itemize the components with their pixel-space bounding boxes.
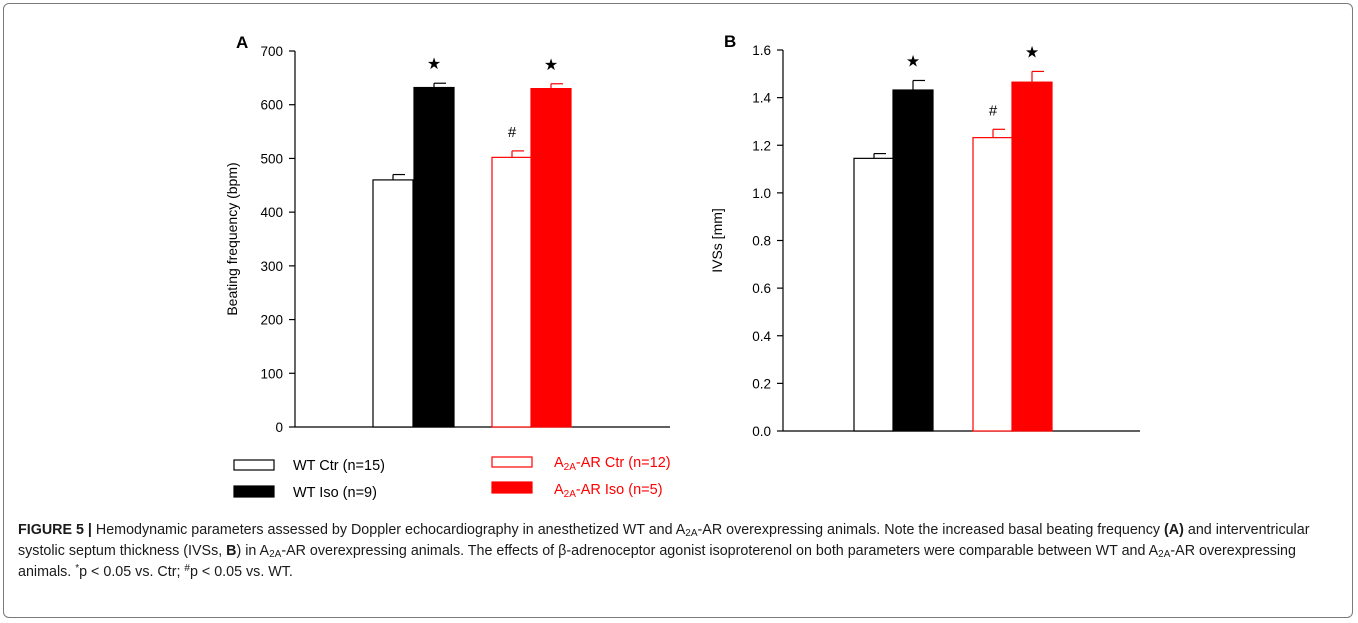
caption-sub-1: 2A	[685, 528, 698, 539]
y-tick-label: 300	[260, 259, 283, 274]
caption-bold-1: (A)	[1164, 522, 1184, 538]
legend-label-a2a-ctr: A2A-AR Ctr (n=12)	[554, 455, 671, 473]
panel-b: B 0.0 0.2 0.4 0.6 0.8 1.0 1.2 1.4 1.6 IVSs [mm] ★ # ★	[709, 32, 1140, 439]
significance-marker: #	[508, 124, 517, 141]
y-axis-label: IVSs [mm]	[709, 208, 725, 273]
caption-text-3: and interventricular systolic septum thi…	[18, 522, 1310, 559]
y-tick-label: 1.2	[752, 138, 771, 153]
bar	[491, 156, 533, 428]
y-tick-label: 0.8	[752, 234, 771, 249]
significance-marker: ★	[906, 53, 920, 70]
caption-text-2: -AR overexpressing animals. Note the inc…	[697, 522, 1165, 538]
y-tick-label: 1.4	[752, 91, 771, 106]
legend-label-wt-iso: WT Iso (n=9)	[293, 485, 377, 501]
y-tick-label: 700	[260, 44, 283, 59]
y-axis-label: Beating frequency (bpm)	[224, 162, 240, 315]
panel-label: B	[724, 32, 736, 51]
significance-marker: ★	[1025, 44, 1039, 61]
caption-text-5: -AR overexpressing animals. The effects …	[281, 543, 1159, 559]
y-tick-label: 400	[260, 205, 283, 220]
legend-label-wt-ctr: WT Ctr (n=15)	[293, 458, 385, 474]
y-tick-label: 0.6	[752, 281, 771, 296]
y-tick-label: 0.4	[752, 329, 771, 344]
y-tick-label: 100	[260, 366, 283, 381]
caption-sub-2: 2A	[269, 549, 282, 560]
bar	[372, 179, 414, 428]
y-tick-label: 1.6	[752, 43, 771, 58]
bar	[892, 89, 934, 432]
caption-text-4: ) in A	[236, 543, 270, 559]
bar	[530, 87, 572, 428]
y-tick-label: 0.2	[752, 376, 771, 391]
y-tick-label: 0.0	[752, 424, 771, 439]
bar	[972, 137, 1014, 432]
significance-marker: ★	[544, 57, 558, 74]
caption-label: FIGURE 5 |	[18, 522, 92, 538]
caption-bold-2: B	[226, 543, 237, 559]
bar	[413, 86, 455, 428]
legend-swatch-a2a-ctr	[491, 456, 533, 468]
legend-swatch-a2a-iso	[491, 481, 533, 494]
caption-sup-2: #	[184, 563, 190, 574]
figure-caption: FIGURE 5 | Hemodynamic parameters assess…	[18, 520, 1343, 583]
legend-swatch-wt-iso	[233, 485, 275, 498]
y-tick-label: 600	[260, 98, 283, 113]
legend: WT Ctr (n=15) WT Iso (n=9) A2A-AR Ctr (n…	[233, 455, 671, 501]
y-tick-label: 200	[260, 313, 283, 328]
panel-label: A	[236, 33, 248, 52]
figure-frame	[3, 3, 1353, 618]
caption-text-7: p < 0.05 vs. Ctr;	[79, 564, 185, 580]
legend-swatch-wt-ctr	[233, 459, 275, 471]
y-tick-label: 500	[260, 151, 283, 166]
bar	[853, 157, 895, 432]
panel-a: A 0 100 200 300 400 500 600 700 Beating frequency…	[224, 33, 670, 435]
figure-charts: A 0 100 200 300 400 500 600 700 Beating frequency…	[224, 32, 1140, 501]
caption-sub-3: 2A	[1158, 549, 1171, 560]
significance-marker: ★	[427, 56, 441, 73]
y-tick-label: 0	[275, 420, 283, 435]
caption-text-1: Hemodynamic parameters assessed by Doppl…	[91, 522, 686, 538]
caption-text-6: -AR overexpressing animals.	[18, 543, 1296, 580]
caption-text-8: p < 0.05 vs. WT.	[189, 564, 293, 580]
bar	[1011, 81, 1053, 432]
significance-marker: #	[989, 102, 998, 119]
y-tick-label: 1.0	[752, 186, 771, 201]
caption-sup-1: *	[75, 563, 80, 574]
legend-label-a2a-iso: A2A-AR Iso (n=5)	[554, 482, 663, 500]
